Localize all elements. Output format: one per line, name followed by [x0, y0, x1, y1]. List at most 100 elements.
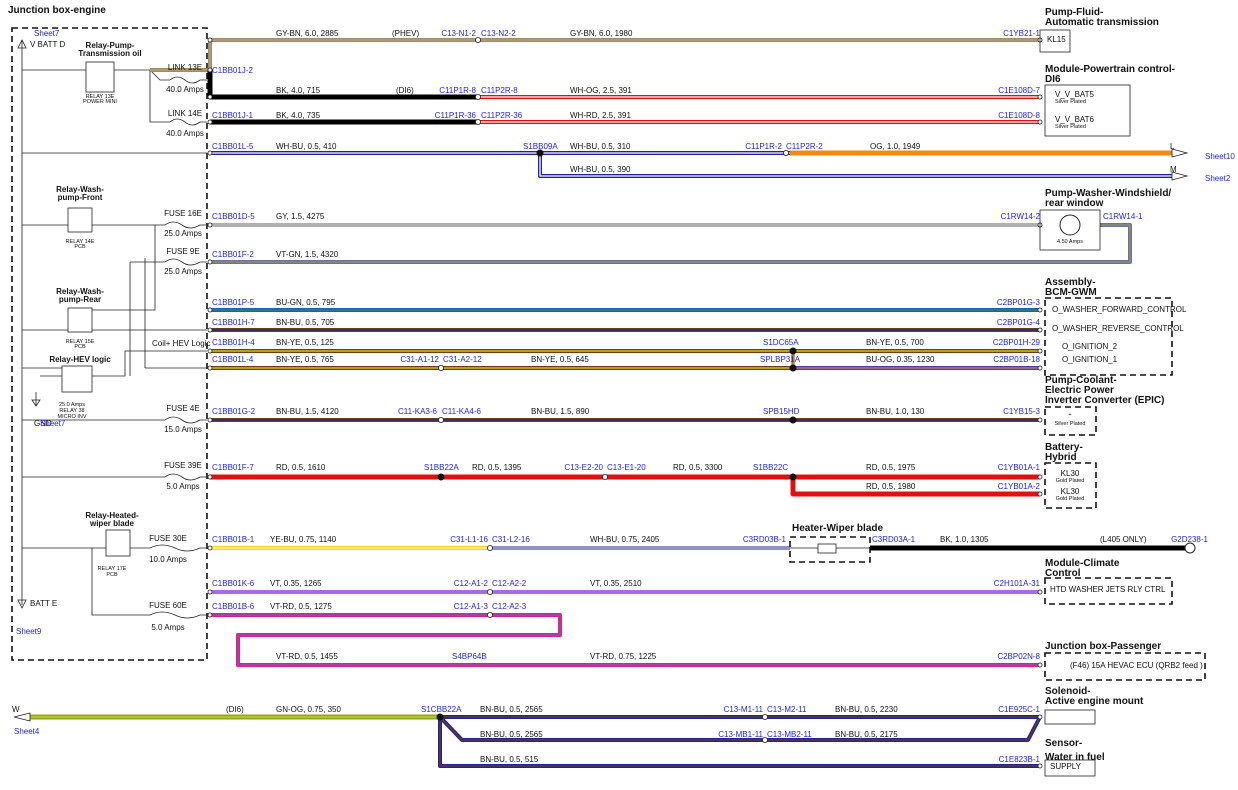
junction-label: pump-Front	[58, 193, 103, 202]
wire-label: BK, 4.0, 735	[276, 111, 321, 120]
wire-stripe	[439, 717, 1040, 767]
pin	[207, 612, 213, 618]
component-name: Pump-Fluid-	[1045, 7, 1103, 18]
junction-label: FUSE 30E	[149, 534, 187, 543]
junction-label: pump-Rear	[59, 295, 101, 304]
component-box	[1044, 652, 1206, 681]
connector-label: C1YB21-1	[1003, 29, 1040, 38]
junction-label: 25.0 Amps	[164, 229, 202, 238]
component-name: Battery-	[1045, 442, 1083, 453]
component-box	[1044, 297, 1173, 376]
pin-label: Silver Plated	[1055, 421, 1086, 427]
wire-label: (PHEV)	[392, 29, 419, 38]
inline-connector	[474, 119, 481, 126]
junction-label: FUSE 39E	[164, 461, 202, 470]
component-name: Inverter Converter (EPIC)	[1045, 395, 1164, 406]
splice	[789, 473, 797, 481]
wire-label: BN-YE, 0.5, 700	[866, 338, 924, 347]
connector-label: C1BB01L-5	[212, 142, 254, 151]
pin	[207, 474, 213, 480]
connector-label: C13-MB2-11	[767, 730, 812, 739]
pin	[207, 67, 213, 73]
pin	[1037, 662, 1043, 668]
inline-connector	[474, 37, 481, 44]
connector-label: C1BB01G-2	[212, 407, 256, 416]
connector-label: C31-L1-16	[450, 535, 488, 544]
junction-label: FUSE 60E	[149, 601, 187, 610]
connector-label: G2D238-1	[1171, 535, 1208, 544]
wire-label: RD, 0.5, 1395	[472, 463, 522, 472]
pin	[207, 222, 213, 228]
junction-label: 40.0 Amps	[166, 129, 204, 138]
junction-label: RELAY 14E	[66, 239, 95, 245]
wire-stripe	[150, 39, 1040, 71]
wire-label: GN-OG, 0.75, 350	[276, 705, 341, 714]
connector-label: C31-L2-16	[492, 535, 530, 544]
junction-label: Relay-Heated-	[85, 511, 139, 520]
junction-label: RELAY 15E	[66, 339, 95, 345]
wire-label: BN-BU, 0.5, 705	[276, 318, 335, 327]
motor	[1059, 214, 1081, 236]
junction-label: LINK 13E	[168, 63, 202, 72]
pin	[1037, 119, 1043, 125]
pin	[1037, 589, 1043, 595]
pin-label: KL30	[1061, 469, 1080, 478]
junction-label: MICRO INV	[57, 414, 86, 420]
connector-label: Sheet4	[14, 727, 40, 736]
pin	[207, 150, 213, 156]
pin-label: 4.50 Amps	[1057, 239, 1083, 245]
pin-label: Silver Plated	[1055, 99, 1086, 105]
connector-label: C2BP01G-4	[997, 318, 1041, 327]
connector-label: SPLBP31A	[760, 355, 801, 364]
wire-label: L	[1170, 142, 1175, 151]
connector-label: S1BB09A	[523, 142, 558, 151]
junction-label: V BATT D	[30, 40, 65, 49]
component-name: Module-Climate	[1045, 558, 1120, 569]
inline-connector	[437, 364, 444, 371]
splice	[436, 713, 444, 721]
connector-label: C13-N1-2	[441, 29, 476, 38]
wire-label: WH-BU, 0.5, 390	[570, 165, 631, 174]
wire	[790, 477, 1040, 497]
connector-label: C1YB01A-1	[998, 463, 1041, 472]
junction-label: FUSE 9E	[166, 247, 199, 256]
component-name: BCM-GWM	[1045, 287, 1097, 298]
component-box	[1044, 709, 1096, 725]
wire-label: BN-BU, 0.5, 2230	[835, 705, 898, 714]
connector-label: C1BB01F-2	[212, 250, 254, 259]
connector-label: C1E108D-8	[998, 111, 1040, 120]
wire-label: BK, 1.0, 1305	[940, 535, 989, 544]
junction-label: RELAY 13E	[86, 94, 115, 100]
wire-label: BU-GN, 0.5, 795	[276, 298, 336, 307]
connector-label: C12-A2-2	[492, 579, 527, 588]
connector-label: C13-E1-20	[607, 463, 646, 472]
junction-box-title: Junction box-engine	[8, 5, 106, 16]
connector-label: C31-A2-12	[443, 355, 482, 364]
component-name: Pump-Washer-Windshield/	[1045, 188, 1171, 199]
connector-label: C2BP01G-3	[997, 298, 1041, 307]
pin-label: KL30	[1061, 487, 1080, 496]
connector-label: SPB15HD	[763, 407, 800, 416]
wire-label: YE-BU, 0.75, 1140	[270, 535, 337, 544]
connector-label: C1RW14-1	[1103, 212, 1143, 221]
splice	[789, 364, 797, 372]
wire-label: WH-BU, 0.75, 2405	[590, 535, 660, 544]
connector-label: C11P1R-2	[745, 142, 782, 151]
connector-label: C3RD03A-1	[872, 535, 916, 544]
splice	[789, 347, 797, 355]
junction-box-outline	[11, 27, 208, 661]
wire-label: GY-BN, 6.0, 2885	[276, 29, 339, 38]
wire-label: BU-OG, 0.35, 1230	[866, 355, 935, 364]
pin-label: HTD WASHER JETS RLY CTRL	[1050, 585, 1166, 594]
sheet-arrow	[13, 712, 31, 722]
pin-label: +	[1068, 412, 1071, 418]
wire-label: BN-BU, 0.5, 2175	[835, 730, 898, 739]
wire-label: OG, 1.0, 1949	[870, 142, 921, 151]
junction-label: FUSE 16E	[164, 209, 202, 218]
connector-label: C11-KA4-6	[442, 407, 482, 416]
wire-label: BN-YE, 0.5, 645	[531, 355, 589, 364]
connector-label: C1BB01H-7	[212, 318, 255, 327]
connector-label: S1BB22C	[753, 463, 788, 472]
connector-label: C13-E2-20	[564, 463, 603, 472]
connector-label: C11P2R-2	[786, 142, 823, 151]
